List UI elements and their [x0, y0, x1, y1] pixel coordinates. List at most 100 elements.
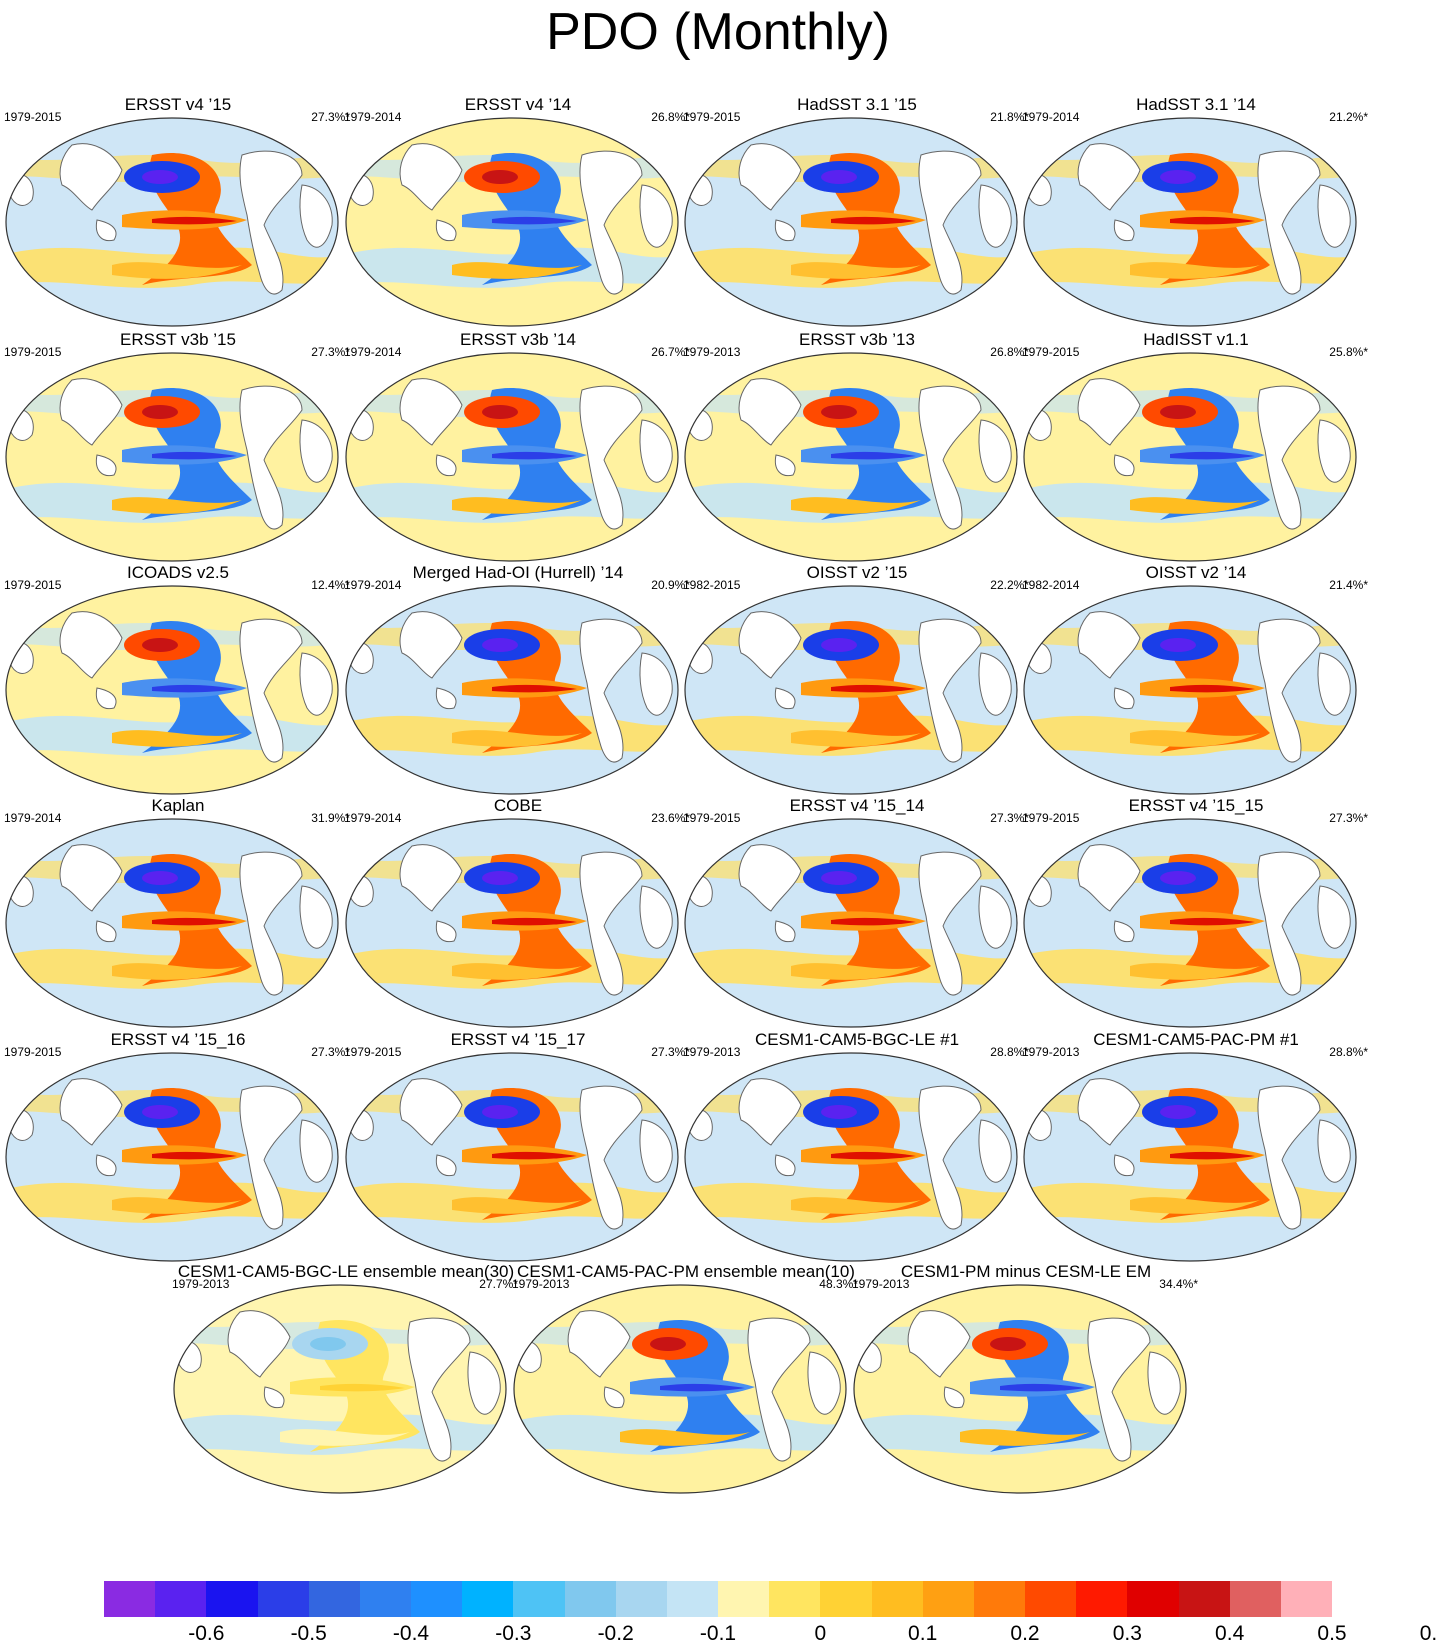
- panel-title: ERSST v4 ’14: [464, 95, 572, 114]
- panel-period: 1979-2013: [172, 1277, 230, 1291]
- panel-variance-explained: 20.9%*: [651, 578, 690, 592]
- map-panel: CESM1-CAM5-PAC-PM #1 1979-2013 28.8%*: [1020, 1030, 1372, 1270]
- panel-title: CESM1-CAM5-BGC-LE ensemble mean(30): [177, 1262, 515, 1281]
- robinson-map: [5, 1052, 339, 1262]
- map-panel: ERSST v4 ’15_16 1979-2015 27.3%*: [2, 1030, 354, 1270]
- robinson-map: [1023, 818, 1357, 1028]
- panel-variance-explained: 27.3%*: [311, 110, 350, 124]
- panel-period: 1979-2015: [4, 110, 62, 124]
- panel-title: ERSST v4 ’15_15: [1128, 796, 1264, 815]
- map-panel: ERSST v4 ’15_17 1979-2015 27.3%*: [342, 1030, 694, 1270]
- map-panel: OISST v2 ’14 1982-2014 21.4%*: [1020, 563, 1372, 803]
- panel-title: Kaplan: [151, 796, 205, 815]
- colorbar-swatch: [411, 1581, 463, 1617]
- map-panel: OISST v2 ’15 1982-2015 22.2%*: [681, 563, 1033, 803]
- robinson-map: [684, 818, 1018, 1028]
- robinson-map: [5, 352, 339, 562]
- map-panel: ERSST v3b ’14 1979-2014 26.7%*: [342, 330, 694, 570]
- colorbar-tick-label: 0.3: [1112, 1622, 1142, 1645]
- colorbar-tick-label: 0.4: [1215, 1622, 1245, 1645]
- panel-title: CESM1-PM minus CESM-LE EM: [900, 1262, 1152, 1281]
- colorbar-swatch: [564, 1581, 616, 1617]
- robinson-map: [173, 1284, 507, 1494]
- robinson-map: [5, 117, 339, 327]
- panel-title: ERSST v3b ’14: [460, 330, 576, 349]
- panel-title: HadISST v1.1: [1143, 330, 1249, 349]
- colorbar-swatch: [359, 1581, 412, 1617]
- colorbar-swatch: [615, 1581, 667, 1617]
- panel-title: ICOADS v2.5: [126, 563, 230, 582]
- panel-title: ERSST v4 ’15_14: [789, 796, 925, 815]
- panel-variance-explained: 27.3%*: [1329, 811, 1368, 825]
- colorbar-tick-label: 0.2: [1010, 1622, 1040, 1645]
- robinson-map: [1023, 352, 1357, 562]
- panel-period: 1979-2013: [512, 1277, 570, 1291]
- colorbar-swatch: [871, 1581, 923, 1617]
- colorbar-tick-label: -0.1: [699, 1622, 737, 1645]
- colorbar-swatch: [666, 1581, 719, 1617]
- panel-variance-explained: 21.8%*: [990, 110, 1029, 124]
- panel-variance-explained: 12.4%*: [311, 578, 350, 592]
- panel-title: OISST v2 ’15: [806, 563, 908, 582]
- map-panel: CESM1-PM minus CESM-LE EM 1979-2013 34.4%*: [850, 1262, 1202, 1502]
- colorbar-swatch: [513, 1581, 565, 1617]
- colorbar-swatch: [820, 1581, 872, 1617]
- panel-title: CESM1-CAM5-PAC-PM #1: [1093, 1030, 1299, 1049]
- panel-variance-explained: 27.3%*: [651, 1045, 690, 1059]
- panel-variance-explained: 27.3%*: [990, 811, 1029, 825]
- colorbar-swatch: [973, 1581, 1026, 1617]
- robinson-map: [684, 352, 1018, 562]
- map-panel: ERSST v3b ’15 1979-2015 27.3%*: [2, 330, 354, 570]
- panel-title: OISST v2 ’14: [1145, 563, 1247, 582]
- panel-variance-explained: 31.9%*: [311, 811, 350, 825]
- panel-title: HadSST 3.1 ’15: [797, 95, 917, 114]
- map-panel: CESM1-CAM5-BGC-LE ensemble mean(30) 1979-…: [170, 1262, 522, 1502]
- colorbar: [104, 1581, 1333, 1617]
- robinson-map: [345, 352, 679, 562]
- panel-title: ERSST v4 ’15: [124, 95, 232, 114]
- colorbar-tick-label: -0.3: [495, 1622, 532, 1645]
- panel-variance-explained: 27.3%*: [311, 1045, 350, 1059]
- panel-period: 1979-2013: [852, 1277, 910, 1291]
- panel-period: 1979-2013: [1022, 1045, 1080, 1059]
- panel-period: 1979-2014: [4, 811, 62, 825]
- panel-period: 1979-2015: [4, 578, 62, 592]
- colorbar-swatch: [1025, 1581, 1077, 1617]
- colorbar-swatch: [718, 1581, 770, 1617]
- map-panel: HadISST v1.1 1979-2015 25.8%*: [1020, 330, 1372, 570]
- robinson-map: [345, 585, 679, 795]
- panel-title: ERSST v4 ’15_16: [110, 1030, 246, 1049]
- colorbar-swatch: [922, 1581, 974, 1617]
- map-panel: HadSST 3.1 ’15 1979-2015 21.8%*: [681, 95, 1033, 335]
- panel-variance-explained: 21.2%*: [1329, 110, 1368, 124]
- panel-period: 1982-2015: [683, 578, 741, 592]
- panel-variance-explained: 28.8%*: [1329, 1045, 1368, 1059]
- panel-variance-explained: 21.4%*: [1329, 578, 1368, 592]
- panel-period: 1979-2014: [344, 811, 402, 825]
- panel-title: ERSST v3b ’13: [799, 330, 915, 349]
- map-panel: ERSST v4 ’14 1979-2014 26.8%*: [342, 95, 694, 335]
- robinson-map: [345, 117, 679, 327]
- map-panel: CESM1-CAM5-PAC-PM ensemble mean(10) 1979-…: [510, 1262, 862, 1502]
- colorbar-ticks: -0.6 -0.5 -0.4 -0.3 -0.2 -0.1 0 0.1 0.2 0.3 0.4 0.5…: [0, 1621, 1436, 1651]
- map-panel: ERSST v3b ’13 1979-2013 26.8%*: [681, 330, 1033, 570]
- panel-title: HadSST 3.1 ’14: [1136, 95, 1256, 114]
- panel-title: CESM1-CAM5-PAC-PM ensemble mean(10): [517, 1262, 855, 1281]
- colorbar-swatch: [104, 1581, 156, 1617]
- colorbar-swatch: [257, 1581, 309, 1617]
- colorbar-swatch: [1076, 1581, 1128, 1617]
- panel-variance-explained: 27.3%*: [311, 345, 350, 359]
- colorbar-tick-label: 0.6: [1419, 1622, 1436, 1645]
- colorbar-swatch: [1229, 1581, 1281, 1617]
- panel-period: 1979-2014: [344, 110, 402, 124]
- panel-title: COBE: [493, 796, 543, 815]
- colorbar-swatch: [206, 1581, 258, 1617]
- colorbar-swatch: [1127, 1581, 1179, 1617]
- panel-period: 1982-2014: [1022, 578, 1080, 592]
- map-panel: ICOADS v2.5 1979-2015 12.4%*: [2, 563, 354, 803]
- colorbar-tick-label: 0.5: [1317, 1622, 1347, 1645]
- panel-title: ERSST v3b ’15: [120, 330, 236, 349]
- map-panel: Merged Had-OI (Hurrell) ’14 1979-2014 20.9…: [342, 563, 694, 803]
- colorbar-swatch: [155, 1581, 207, 1617]
- panel-period: 1979-2015: [4, 345, 62, 359]
